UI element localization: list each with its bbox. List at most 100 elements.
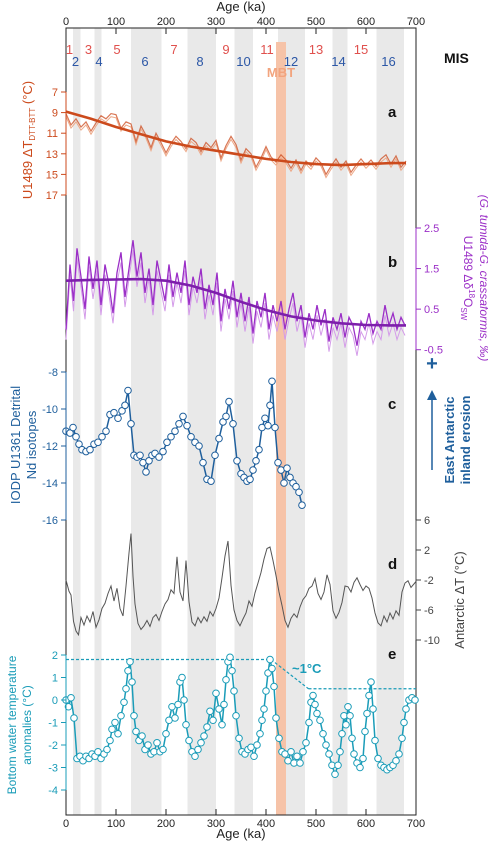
panel-c-point-45: [225, 397, 233, 406]
yaxis-a-tick-label-1: 9: [52, 108, 58, 120]
panel-c-point-35: [187, 432, 195, 441]
panel-e-point-63: [232, 711, 240, 720]
panel-e-point-80: [275, 734, 283, 743]
panel-e-point-2: [67, 693, 75, 702]
panel-b-ylabel-o: O: [461, 298, 475, 307]
panel-e-point-113: [361, 727, 369, 736]
panel-e-point-117: [369, 705, 377, 713]
panel-e-point-1: [64, 702, 73, 711]
panel-c-point-60: [271, 423, 279, 432]
panel-c-point-57: [264, 421, 272, 430]
panel-e-bottom-water-temperature: [62, 653, 419, 779]
panel-e-point-118: [371, 736, 379, 745]
panel-e-ylabel-line2: anomalies (°C): [20, 685, 34, 765]
panel-e-letter: e: [388, 646, 396, 663]
mis-stage-11: 11: [260, 42, 274, 57]
panel-e-point-127: [398, 734, 406, 743]
yaxis-d-tick-label-3: -6: [424, 605, 434, 617]
top-x-tick-label-6: 600: [357, 16, 375, 28]
yaxis-a-tick-label-4: 15: [46, 169, 58, 181]
panel-e-point-128: [400, 718, 408, 727]
panel-e-point-33: [153, 738, 161, 747]
mis-label: MIS: [444, 50, 469, 66]
panel-e-point-73: [260, 705, 268, 713]
panel-a-series-line: [65, 112, 407, 176]
top-x-tick-label-4: 400: [257, 16, 275, 28]
panel-e-point-58: [222, 675, 230, 684]
yaxis-e-tick-label-2: 0: [52, 695, 58, 707]
top-x-tick-label-7: 700: [407, 16, 425, 28]
panel-e-point-92: [309, 691, 317, 700]
panel-c-point-37: [195, 442, 203, 450]
panel-e-point-55: [215, 705, 223, 713]
panel-e-point-78: [270, 682, 278, 691]
panel-c-plus-sign: +: [426, 353, 438, 375]
bottom-x-tick-label-7: 700: [407, 818, 425, 830]
yaxis-a-tick-label-2: 11: [47, 128, 58, 140]
panel-e-point-71: [256, 729, 264, 738]
yaxis-a-tick-label-3: 13: [46, 149, 58, 161]
bottom-x-tick-label-5: 500: [307, 818, 325, 830]
mis-stage-10: 10: [236, 54, 250, 69]
panel-e-point-48: [194, 745, 202, 754]
top-x-tick-label-5: 500: [307, 16, 325, 28]
panel-c-point-52: [249, 466, 257, 474]
panel-c-ylabel-line1: IODP U1361 Detrital: [8, 386, 23, 504]
panel-e-point-125: [392, 756, 400, 765]
panel-d-y-axis: 6 2 -2 -6 -10: [415, 515, 440, 647]
panel-e-point-14: [103, 745, 111, 754]
panel-e-point-70: [253, 741, 261, 749]
yaxis-e-tick-label-6: -4: [48, 785, 58, 797]
panel-e-point-61: [228, 666, 236, 675]
panel-c-point-69: [298, 501, 306, 510]
mbt-band: [276, 42, 286, 815]
panel-e-point-15: [106, 736, 114, 745]
panel-e-point-53: [209, 716, 217, 725]
yaxis-c-tick-label-2: -12: [42, 441, 58, 453]
panel-c-point-58: [266, 401, 274, 410]
panel-c-point-33: [179, 412, 187, 421]
yaxis-e-tick-label-3: -1: [48, 718, 58, 730]
panel-c-point-61: [274, 458, 282, 467]
panel-e-point-88: [299, 747, 307, 756]
panel-e-point-79: [272, 714, 280, 722]
panel-e-point-98: [325, 750, 333, 758]
panel-b-ylabel-sub: SW: [459, 307, 468, 320]
panel-c-point-44: [222, 412, 230, 421]
panel-c-point-56: [261, 414, 269, 423]
mis-stage-16: 16: [381, 54, 395, 69]
yaxis-b-tick-label-3: 2.5: [424, 223, 439, 235]
mis-stage-3: 3: [85, 42, 92, 57]
mis-stage-6: 6: [141, 54, 148, 69]
yaxis-e-tick-label-1: 1: [52, 673, 58, 685]
panel-b-ylabel-sup: 18: [467, 289, 476, 298]
panel-e-point-45: [185, 736, 193, 745]
panel-e-point-23: [126, 657, 134, 666]
bottom-x-tick-label-4: 400: [257, 818, 275, 830]
panel-a-ylabel: U1489 ΔTDTT-BTT (°C): [20, 81, 37, 199]
panel-e-point-86: [293, 752, 301, 761]
yaxis-c-tick-label-0: -8: [48, 367, 58, 379]
panel-e-point-108: [348, 734, 356, 743]
panel-c-point-28: [159, 447, 167, 456]
panel-c-letter: c: [388, 396, 396, 413]
panel-c-point-30: [167, 432, 175, 441]
panel-e-point-84: [287, 747, 295, 756]
panel-c-ylabel-line2: Nd isotopes: [24, 410, 39, 479]
panel-d-ylabel: Antarctic ΔT (°C): [452, 551, 467, 648]
glacial-band-3: [187, 28, 216, 815]
panel-e-point-119: [374, 754, 382, 763]
panel-e-point-103: [338, 729, 346, 738]
yaxis-b-tick-label-1: 0.5: [424, 304, 439, 316]
panel-c-point-23: [142, 468, 150, 476]
mis-stage-9: 9: [222, 42, 229, 57]
panel-c-right-label-line2: inland erosion: [458, 396, 473, 485]
panel-e-point-97: [322, 741, 330, 749]
panel-e-point-28: [138, 732, 146, 740]
top-x-tick-label-3: 300: [207, 16, 225, 28]
panel-e-point-126: [395, 750, 403, 758]
panel-b-y-axis: -0.5 0.5 1.5 2.5: [415, 223, 443, 357]
panel-e-point-20: [120, 698, 128, 707]
panel-e-point-25: [130, 711, 138, 720]
